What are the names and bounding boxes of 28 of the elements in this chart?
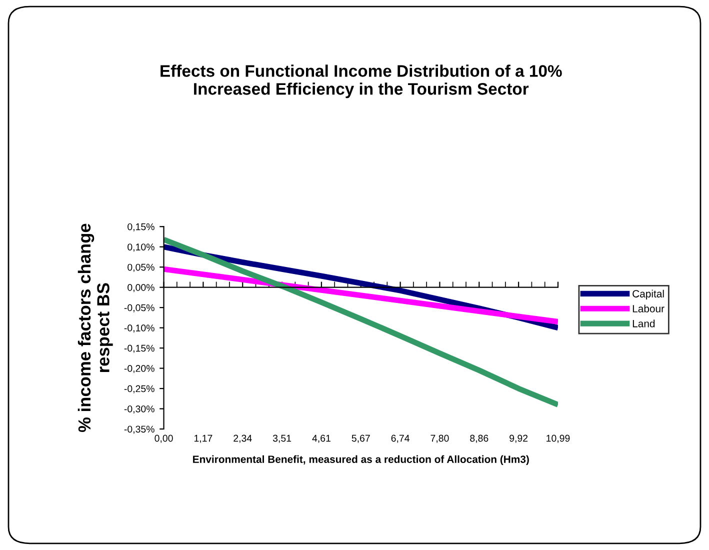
y-tick-label: -0,30%: [124, 405, 154, 414]
y-tick-label: -0,20%: [124, 365, 154, 374]
y-tick-label: -0,15%: [124, 344, 154, 353]
legend-label: Land: [632, 320, 655, 328]
x-tick-label: 6,74: [391, 434, 410, 443]
y-tick-label: -0,05%: [124, 304, 154, 312]
y-tick-label: 0,15%: [128, 223, 154, 232]
x-tick-label: 4,61: [312, 434, 330, 443]
x-tick-label: 7,80: [430, 434, 449, 443]
x-tick-label: 2,34: [234, 434, 252, 443]
y-tick-label: 0,00%: [128, 284, 154, 292]
y-tick-label: -0,35%: [124, 426, 154, 434]
legend-label: Capital: [632, 290, 664, 300]
y-axis-title: % income factors change respect BS: [78, 224, 113, 432]
x-tick-label: 8,86: [470, 434, 488, 443]
x-tick-label: 0,00: [154, 434, 173, 443]
x-tick-label: 1,17: [194, 434, 212, 443]
x-tick-label: 9,92: [510, 434, 528, 443]
x-tick-label: 5,67: [352, 434, 370, 443]
legend-label: Labour: [632, 304, 664, 312]
x-tick-label: 3,51: [272, 434, 292, 443]
y-tick-label: 0,05%: [128, 264, 154, 272]
y-tick-label: 0,10%: [128, 244, 154, 252]
y-tick-label: -0,10%: [124, 324, 154, 333]
chart-title: Effects on Functional Income Distribution of a 10% Increased Efficiency in the Tourism Sector: [160, 64, 562, 98]
x-axis-title: Environmental Benefit, measured as a reduction of Allocation (Hm3): [193, 455, 529, 466]
x-tick-label: 10,99: [546, 434, 570, 443]
y-tick-label: -0,25%: [124, 385, 154, 394]
